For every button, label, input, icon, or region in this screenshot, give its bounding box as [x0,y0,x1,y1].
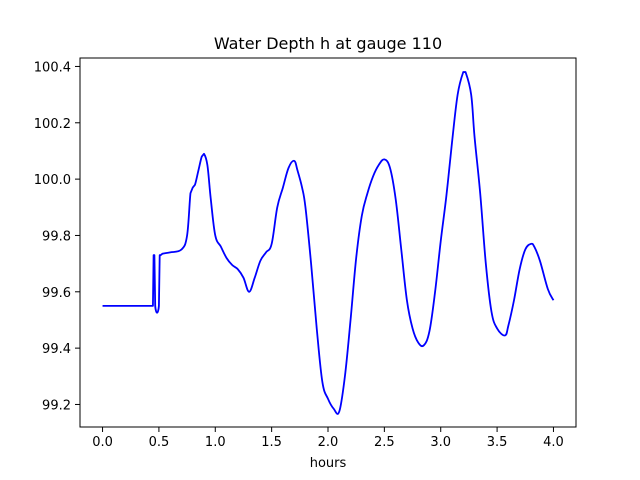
x-tick-label: 2.5 [374,435,395,450]
chart-title: Water Depth h at gauge 110 [214,34,442,53]
y-tick-label: 100.0 [34,173,71,188]
y-tick-label: 100.4 [34,60,71,75]
x-axis-label: hours [310,456,347,471]
x-tick-label: 0.0 [92,435,113,450]
y-tick-label: 99.8 [42,229,71,244]
series-line [102,71,555,415]
x-tick-label: 0.5 [149,435,170,450]
x-tick-label: 1.0 [205,435,226,450]
x-tick-label: 3.0 [430,435,451,450]
y-tick-label: 99.2 [42,398,71,413]
x-tick-label: 4.0 [543,435,564,450]
series-layer [102,71,555,415]
y-tick-label: 99.6 [42,286,71,301]
y-tick-label: 99.4 [42,342,71,357]
x-tick-label: 1.5 [261,435,282,450]
ticks-layer: 0.0 0.5 1.0 1.5 2.0 2.5 3.0 3.5 4.0 99.2 99.4 99.6 9… [34,60,564,450]
y-tick-label: 100.2 [34,117,71,132]
plot-frame [79,57,577,428]
x-tick-label: 2.0 [318,435,339,450]
x-tick-label: 3.5 [487,435,508,450]
